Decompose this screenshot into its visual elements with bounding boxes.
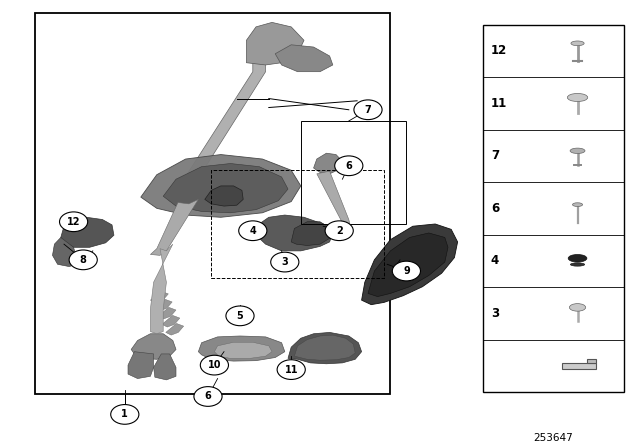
Polygon shape [214,342,272,358]
Text: 3: 3 [282,257,288,267]
Text: 8: 8 [80,255,86,265]
Ellipse shape [573,203,582,207]
Bar [211,170,384,278]
Polygon shape [198,336,285,361]
Text: 6: 6 [346,161,352,171]
Polygon shape [317,171,352,234]
Polygon shape [587,359,596,362]
Polygon shape [52,237,77,267]
Text: 11: 11 [491,97,507,110]
Text: 6: 6 [491,202,499,215]
Text: 3: 3 [491,307,499,320]
Ellipse shape [568,254,587,262]
Polygon shape [170,45,266,202]
Text: 7: 7 [365,105,371,115]
Polygon shape [291,222,330,246]
Bar [301,121,406,224]
Text: 2: 2 [336,226,342,236]
Text: 4: 4 [250,226,256,236]
Polygon shape [61,217,114,247]
Bar [563,362,596,369]
Circle shape [111,405,139,424]
Polygon shape [246,22,304,65]
Polygon shape [158,307,176,319]
Circle shape [271,252,299,272]
Polygon shape [166,323,184,335]
Circle shape [392,261,420,281]
Circle shape [69,250,97,270]
Polygon shape [362,224,458,305]
Polygon shape [288,332,362,364]
Text: 1: 1 [122,409,128,419]
Polygon shape [154,354,176,380]
Text: 12: 12 [67,217,81,227]
Polygon shape [150,244,173,334]
Polygon shape [368,233,448,297]
Ellipse shape [571,41,584,46]
Polygon shape [150,291,168,303]
Ellipse shape [570,304,586,311]
Polygon shape [275,45,333,72]
Circle shape [60,212,88,232]
Ellipse shape [570,263,585,266]
Polygon shape [314,153,342,174]
Circle shape [335,156,363,176]
Ellipse shape [567,94,588,102]
Polygon shape [141,155,301,217]
Ellipse shape [570,148,585,154]
Text: 12: 12 [491,44,507,57]
Circle shape [239,221,267,241]
Text: 6: 6 [205,392,211,401]
Circle shape [226,306,254,326]
Text: 4: 4 [491,254,499,267]
Bar [483,25,624,392]
Circle shape [325,221,353,241]
Polygon shape [162,315,180,327]
Polygon shape [205,186,243,206]
Bar [35,13,390,394]
Polygon shape [294,335,355,360]
Text: 10: 10 [207,360,221,370]
Polygon shape [256,215,333,251]
Polygon shape [128,352,154,379]
Text: 7: 7 [491,149,499,162]
Text: 9: 9 [403,266,410,276]
Polygon shape [150,199,198,255]
Polygon shape [131,334,176,359]
Circle shape [194,387,222,406]
Circle shape [354,100,382,120]
Polygon shape [163,164,288,213]
Text: 253647: 253647 [534,433,573,443]
Text: 5: 5 [237,311,243,321]
Text: 11: 11 [284,365,298,375]
Polygon shape [154,299,172,311]
Circle shape [200,355,228,375]
Circle shape [277,360,305,379]
